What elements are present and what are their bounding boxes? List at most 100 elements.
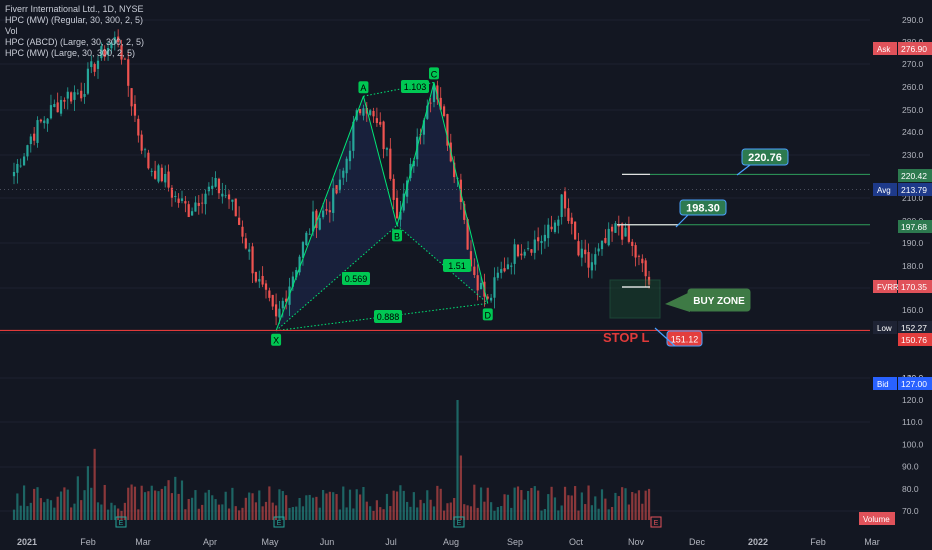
candle-body <box>584 249 587 255</box>
volume-bar <box>637 490 641 520</box>
time-label: Jun <box>320 537 335 547</box>
candle-body <box>308 233 311 235</box>
volume-bar <box>137 509 140 520</box>
candle-body <box>254 271 258 282</box>
point-B-badge <box>392 229 403 242</box>
candle-body <box>597 248 600 252</box>
candle-body <box>12 171 16 177</box>
volume-bar <box>147 491 150 520</box>
price-tick: 80.0 <box>902 484 919 494</box>
candle-body <box>406 180 409 197</box>
volume-bar <box>409 506 412 520</box>
time-label: Mar <box>864 537 880 547</box>
volume-bar <box>127 487 130 520</box>
indicator-hpc-mw-large[interactable]: HPC (MW) (Large, 30, 300, 2, 5) <box>5 48 136 58</box>
volume-bar <box>103 484 106 520</box>
volume-bar <box>537 490 540 520</box>
candle-body <box>382 121 385 150</box>
volume-bar <box>540 510 543 520</box>
candle-body <box>19 165 22 167</box>
target-2-callout-pointer <box>736 164 751 176</box>
candle-body <box>70 92 73 102</box>
candle-body <box>352 121 355 151</box>
candle-body <box>446 114 449 146</box>
volume-bar <box>631 491 634 520</box>
candle-body <box>379 121 382 125</box>
candle-body <box>395 197 399 219</box>
candle-body <box>251 246 254 274</box>
candle-body <box>479 282 483 290</box>
volume-bar <box>557 510 560 520</box>
volume-bar <box>412 492 415 520</box>
volume-bar <box>338 509 342 520</box>
volume-bar <box>453 498 456 520</box>
volume-bar <box>170 493 174 520</box>
candle-body <box>372 110 375 117</box>
indicator-hpc-abcd[interactable]: HPC (ABCD) (Large, 30, 300, 2, 5) <box>5 37 145 47</box>
volume-bar <box>580 492 583 520</box>
candle-body <box>137 118 140 136</box>
volume-bar <box>190 497 194 520</box>
candle-body <box>563 191 567 209</box>
candle-body <box>123 58 126 60</box>
candle-body <box>197 202 200 206</box>
candle-body <box>46 118 49 124</box>
candle-body <box>241 226 244 237</box>
price-tick: 270.0 <box>902 59 924 69</box>
price-tick: 120.0 <box>902 395 924 405</box>
candle-body <box>305 232 308 245</box>
volume-bar <box>416 507 419 520</box>
pattern-leg-AB <box>362 96 398 226</box>
volume-bar <box>432 506 436 520</box>
target-2-tag-value: 220.42 <box>901 171 927 181</box>
candle-body <box>110 42 113 49</box>
candle-body <box>325 209 328 211</box>
volume-bar <box>553 497 557 520</box>
volume-bar <box>587 485 590 520</box>
volume-bar <box>180 480 184 520</box>
volume-bar <box>600 489 604 520</box>
volume-bar <box>241 507 244 520</box>
volume-bar <box>29 502 32 520</box>
volume-bar <box>130 484 133 520</box>
candle-body <box>63 99 66 102</box>
indicator-volume[interactable]: Vol <box>5 26 18 36</box>
indicator-hpc-mw-regular[interactable]: HPC (MW) (Regular, 30, 300, 2, 5) <box>5 15 144 25</box>
volume-bar <box>160 488 163 520</box>
candle-body <box>59 99 63 114</box>
stop-tag-value: 150.76 <box>901 335 927 345</box>
candle-body <box>73 92 76 100</box>
volume-bar <box>647 488 651 520</box>
volume-bar <box>369 506 372 520</box>
candle-body <box>258 279 261 282</box>
candle-body <box>389 148 392 179</box>
candle-body <box>429 102 432 104</box>
candle-body <box>369 110 372 115</box>
volume-bar <box>634 493 637 520</box>
pattern-leg-BC <box>396 82 435 226</box>
price-axis: 290.0280.0270.0260.0250.0240.0230.0210.0… <box>859 0 932 550</box>
candle-body <box>547 224 550 239</box>
candle-body <box>207 186 210 192</box>
volume-bar <box>143 492 147 520</box>
volume-bar <box>100 504 103 520</box>
harmonic-pattern-fill <box>276 82 488 331</box>
volume-bar <box>379 507 382 520</box>
candle-body <box>93 64 96 72</box>
time-label: Feb <box>80 537 96 547</box>
volume-bar <box>33 488 36 520</box>
target-1-callout-pointer <box>675 214 689 228</box>
volume-bar <box>83 490 86 520</box>
candle-body <box>268 290 271 298</box>
volume-bar <box>295 506 298 520</box>
candle-body <box>217 178 221 194</box>
symbol-title[interactable]: Fiverr International Ltd., 1D, NYSE <box>5 4 144 14</box>
ratio-xab-badge <box>342 272 370 285</box>
point-A-badge <box>358 81 369 94</box>
price-tick: 190.0 <box>902 238 924 248</box>
volume-bar <box>106 509 110 520</box>
volume-bar <box>439 488 442 520</box>
candle-body <box>466 219 469 250</box>
candle-body <box>100 46 103 59</box>
